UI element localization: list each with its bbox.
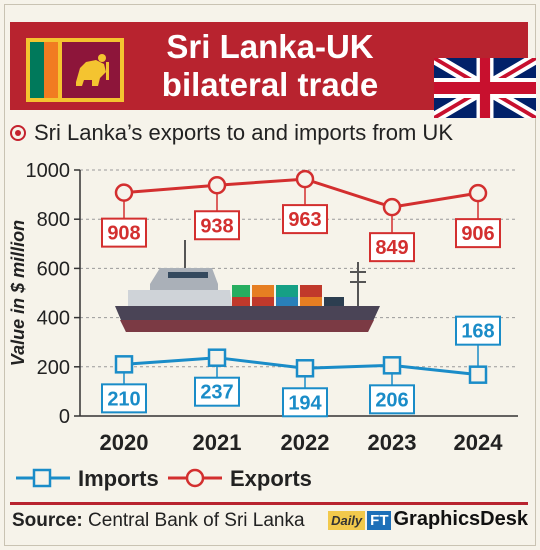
footer-divider	[10, 502, 528, 505]
legend-exports-label: Exports	[230, 466, 312, 491]
x-tick-label: 2020	[100, 430, 149, 455]
imports-point	[207, 348, 227, 367]
uk-flag-icon	[434, 58, 536, 118]
imports-data-label: 210	[107, 388, 140, 410]
x-tick-label: 2022	[281, 430, 330, 455]
imports-point	[114, 355, 134, 374]
imports-data-label: 194	[288, 392, 322, 414]
bullet-icon	[10, 125, 26, 141]
legend-exports: Exports	[166, 466, 312, 492]
imports-label-box	[455, 315, 501, 346]
exports-data-label: 906	[461, 223, 494, 245]
imports-data-label: 237	[200, 382, 233, 404]
header-banner: Sri Lanka-UK bilateral trade	[10, 22, 536, 118]
exports-label-box	[369, 232, 415, 263]
exports-data-label: 963	[288, 209, 321, 231]
exports-data-label: 908	[107, 223, 140, 245]
x-tick-label: 2024	[454, 430, 504, 455]
exports-legend-marker-icon	[168, 468, 222, 488]
y-tick-label: 400	[37, 308, 70, 330]
imports-label-box	[194, 376, 240, 407]
exports-point	[207, 176, 227, 195]
imports-data-label: 168	[461, 321, 494, 343]
imports-label-box	[282, 387, 328, 418]
imports-label-box	[101, 383, 147, 414]
exports-point	[114, 183, 134, 202]
imports-data-label: 206	[375, 389, 408, 411]
sri-lanka-flag-icon	[26, 38, 124, 102]
y-tick-label: 200	[37, 357, 70, 379]
imports-point	[468, 365, 488, 384]
exports-point	[382, 197, 402, 217]
graphicsdesk-logo: Daily FT GraphicsDesk	[328, 508, 528, 531]
imports-legend-marker-icon	[16, 468, 70, 488]
source-note: Source: Central Bank of Sri Lanka	[12, 510, 305, 531]
exports-label-box	[455, 218, 501, 249]
cargo-ship-illustration	[115, 240, 380, 332]
y-tick-label: 1000	[26, 160, 71, 182]
imports-point	[295, 359, 315, 378]
y-axis-title: Value in $ million	[8, 220, 28, 366]
x-tick-label: 2021	[193, 430, 242, 455]
title-line-2: bilateral trade	[161, 66, 379, 103]
imports-label-box	[369, 384, 415, 415]
y-tick-label: 0	[59, 406, 70, 428]
imports-point	[382, 356, 402, 375]
exports-label-box	[194, 210, 240, 241]
exports-label-box	[282, 204, 328, 235]
y-tick-label: 800	[37, 209, 70, 231]
legend-imports-label: Imports	[78, 466, 159, 491]
exports-point	[468, 183, 488, 203]
x-tick-label: 2023	[368, 430, 417, 455]
legend-imports: Imports	[14, 466, 159, 492]
y-tick-label: 600	[37, 258, 70, 280]
chart-subtitle: Sri Lanka’s exports to and imports from …	[10, 120, 453, 146]
exports-data-label: 849	[375, 237, 408, 259]
exports-point	[295, 169, 315, 189]
exports-label-box	[101, 217, 147, 248]
exports-data-label: 938	[200, 215, 233, 237]
title-line-1: Sri Lanka-UK	[166, 28, 374, 65]
